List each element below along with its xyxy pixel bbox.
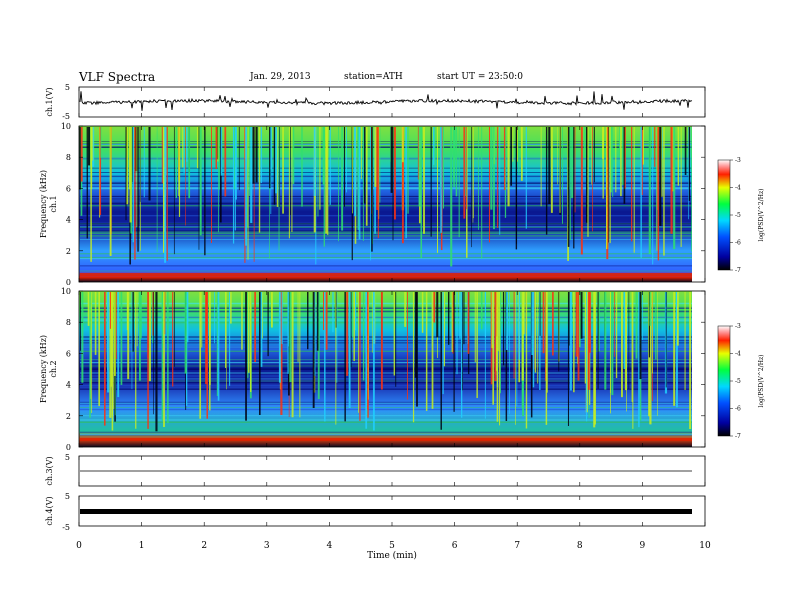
y-tick-label: 8 bbox=[66, 153, 71, 162]
y-tick-label: 10 bbox=[61, 122, 71, 131]
y-tick-label: 4 bbox=[66, 381, 71, 390]
ch1-ylabel: ch.1(V) bbox=[45, 87, 54, 116]
colorbar-tick-label: -6 bbox=[735, 240, 741, 247]
x-tick-label: 9 bbox=[640, 541, 646, 551]
colorbar-tick-label: -4 bbox=[735, 185, 741, 192]
ch4-ytick: -5 bbox=[62, 523, 70, 532]
x-tick-label: 4 bbox=[327, 541, 333, 551]
x-tick-label: 3 bbox=[264, 541, 270, 551]
low-frequency-band bbox=[80, 273, 692, 276]
chart-title: VLF Spectra bbox=[79, 70, 156, 84]
colorbar-tick-label: -7 bbox=[735, 433, 741, 440]
ch2-frequency-label: Frequency (kHz) bbox=[39, 335, 48, 403]
y-tick-label: 10 bbox=[61, 287, 71, 296]
ch4-ylabel: ch.4(V) bbox=[45, 496, 54, 525]
y-tick-label: 6 bbox=[66, 184, 71, 193]
colorbar-tick-label: -3 bbox=[735, 157, 741, 164]
x-tick-label: 10 bbox=[699, 541, 711, 551]
recording-date: Jan. 29, 2013 bbox=[250, 72, 311, 82]
y-tick-label: 0 bbox=[66, 278, 71, 287]
ch1-colorbar-label: log(PSD(V^2/Hz) bbox=[758, 189, 765, 242]
y-tick-label: 4 bbox=[66, 216, 71, 225]
colorbar-tick-label: -6 bbox=[735, 406, 741, 413]
x-tick-label: 2 bbox=[201, 541, 207, 551]
ch4-waveform-panel: 5 -5 ch.4(V) bbox=[45, 492, 706, 532]
colorbar-tick-label: -3 bbox=[735, 323, 741, 330]
colorbar-tick-label: -4 bbox=[735, 351, 741, 358]
x-tick-label: 7 bbox=[514, 541, 520, 551]
station-label: station=ATH bbox=[344, 72, 403, 82]
ch1-ytick: -5 bbox=[62, 112, 70, 121]
start-time-label: start UT = 23:50:0 bbox=[437, 72, 523, 82]
ch2-channel-label: ch.2 bbox=[49, 360, 58, 377]
ch3-waveform-panel: 5 ch.3(V) bbox=[45, 453, 706, 487]
ch1-colorbar bbox=[717, 159, 731, 271]
colorbar-tick-label: -7 bbox=[735, 267, 741, 274]
ch2-colorbar bbox=[717, 325, 731, 437]
ch4-waveform-band bbox=[80, 509, 692, 514]
ch3-ytick: 5 bbox=[65, 453, 70, 462]
x-axis-label: Time (min) bbox=[367, 550, 417, 561]
ch4-ytick: 5 bbox=[65, 492, 70, 501]
y-tick-label: 6 bbox=[66, 349, 71, 358]
y-tick-label: 8 bbox=[66, 318, 71, 327]
x-tick-label: 8 bbox=[577, 541, 583, 551]
ch2-colorbar-label: log(PSD(V^2/Hz) bbox=[758, 355, 765, 408]
ch1-frequency-label: Frequency (kHz) bbox=[39, 170, 48, 238]
ch1-channel-label: ch.1 bbox=[49, 195, 58, 212]
ch1-waveform-panel: 5 -5 ch.1(V) bbox=[45, 83, 706, 121]
ch1-ytick: 5 bbox=[65, 83, 70, 92]
x-tick-label: 5 bbox=[389, 541, 395, 551]
colorbar-tick-label: -5 bbox=[735, 212, 741, 219]
y-tick-label: 2 bbox=[66, 247, 71, 256]
x-tick-label: 0 bbox=[76, 541, 82, 551]
colorbar-tick-label: -5 bbox=[735, 378, 741, 385]
y-tick-label: 2 bbox=[66, 412, 71, 421]
low-frequency-band bbox=[80, 438, 692, 441]
ch1-waveform-line bbox=[79, 91, 693, 111]
x-tick-label: 6 bbox=[452, 541, 458, 551]
x-tick-label: 1 bbox=[139, 541, 145, 551]
y-tick-label: 0 bbox=[66, 443, 71, 452]
ch3-ylabel: ch.3(V) bbox=[45, 456, 54, 485]
